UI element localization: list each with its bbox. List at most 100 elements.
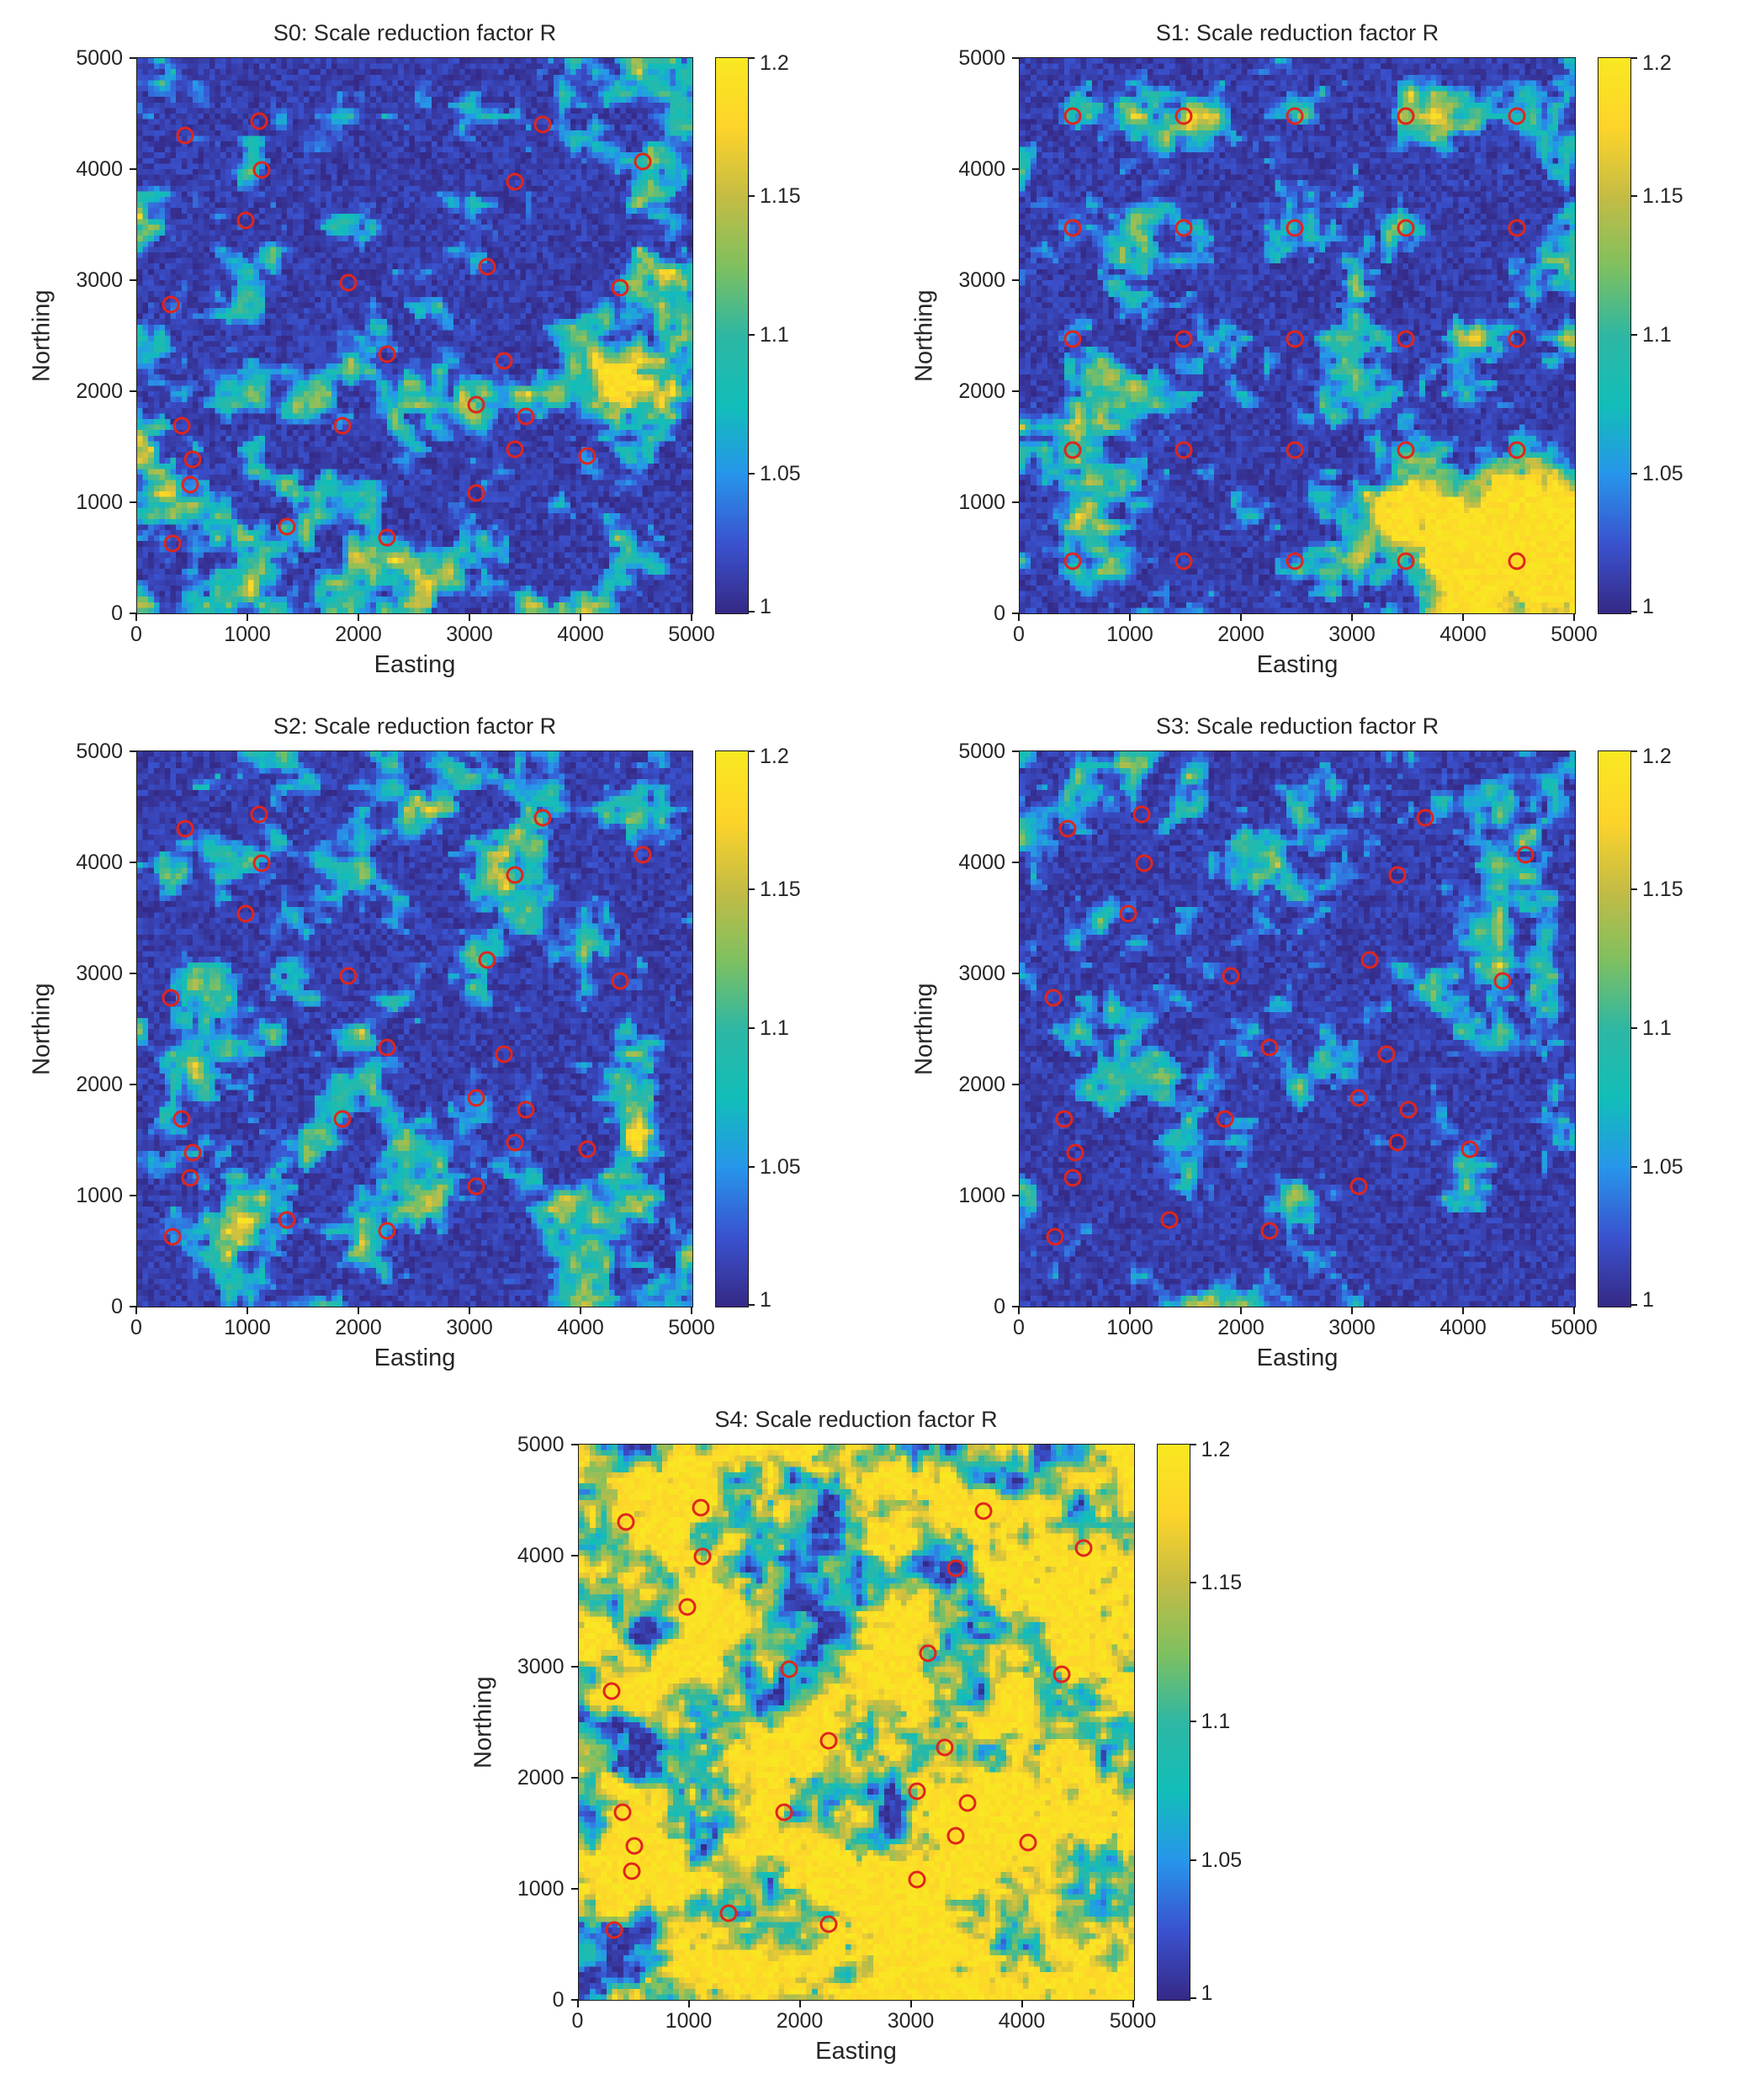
y-tick-label: 4000 <box>517 1544 565 1567</box>
y-tick-label: 3000 <box>76 962 123 985</box>
y-axis-label: Northing <box>28 289 56 382</box>
y-tick-mark <box>130 1306 136 1307</box>
y-tick-label: 5000 <box>958 46 1005 70</box>
x-tick-mark <box>798 2001 801 2007</box>
colorbar-tick-mark <box>1631 1304 1637 1306</box>
colorbar-tick-label: 1.15 <box>760 184 801 208</box>
colorbar: 1 1.05 1.1 1.15 1.2 <box>715 52 835 618</box>
panel-s4: S4: Scale reduction factor R Northing 0 1… <box>464 1400 1276 2075</box>
y-tick-mark <box>1012 57 1019 59</box>
colorbar-tick-label: 1.2 <box>760 745 789 768</box>
colorbar-tick-mark <box>749 1027 755 1029</box>
x-tick-mark <box>580 1307 581 1314</box>
heatmap-canvas <box>137 751 692 1307</box>
y-tick-mark <box>130 612 136 614</box>
colorbar-tick-mark <box>1190 1997 1196 1999</box>
colorbar-tick-mark <box>749 57 755 59</box>
x-tick-label: 0 <box>1013 1316 1025 1339</box>
colorbar-tick-label: 1.1 <box>760 323 789 347</box>
y-tick-label: 2000 <box>958 379 1005 403</box>
y-tick-mark <box>130 57 136 59</box>
y-tick-label: 1000 <box>517 1877 565 1901</box>
colorbar-tick-mark <box>1631 611 1637 612</box>
y-tick-label: 3000 <box>958 268 1005 292</box>
y-axis-label: Northing <box>910 983 938 1075</box>
y-tick-mark <box>1012 862 1019 863</box>
panel-title: S0: Scale reduction factor R <box>273 20 557 45</box>
y-tick-mark <box>130 168 136 170</box>
y-axis-ticks: 0 1000 2000 3000 4000 5000 <box>62 740 136 1318</box>
x-tick-mark <box>358 614 359 621</box>
x-tick-mark <box>580 614 581 621</box>
colorbar-tick-label: 1.05 <box>1201 1848 1243 1872</box>
x-tick-label: 3000 <box>1328 1316 1376 1339</box>
y-tick-mark <box>1012 750 1019 752</box>
y-tick-mark <box>130 279 136 281</box>
x-axis-ticks: 0 1000 2000 3000 4000 5000 <box>130 1307 715 1339</box>
y-tick-label: 1000 <box>76 1184 123 1207</box>
y-tick-mark <box>570 1555 578 1556</box>
y-tick-label: 5000 <box>517 1433 565 1456</box>
colorbar-tick-label: 1 <box>1201 1981 1213 2005</box>
y-tick-label: 1000 <box>76 491 123 514</box>
panel-title: S3: Scale reduction factor R <box>1155 713 1439 739</box>
x-tick-mark <box>1129 1307 1131 1314</box>
x-tick-mark <box>1129 614 1131 621</box>
x-tick-label: 1000 <box>224 1316 271 1339</box>
colorbar-tick-mark <box>1631 57 1637 59</box>
colorbar-tick-mark <box>749 195 755 197</box>
y-tick-label: 0 <box>552 1988 565 2012</box>
x-tick-mark <box>469 1307 470 1314</box>
y-tick-label: 1000 <box>958 491 1005 514</box>
x-tick-label: 3000 <box>1328 623 1376 646</box>
x-tick-mark <box>1018 1307 1020 1314</box>
colorbar-gradient <box>1156 1444 1190 2001</box>
colorbar-tick-label: 1 <box>760 595 771 618</box>
x-tick-label: 1000 <box>1106 623 1153 646</box>
panel-title: S1: Scale reduction factor R <box>1155 20 1439 45</box>
y-tick-label: 4000 <box>958 851 1005 874</box>
x-tick-label: 2000 <box>776 2009 824 2033</box>
x-tick-mark <box>1573 1307 1575 1314</box>
colorbar-tick-mark <box>1190 1721 1196 1722</box>
heatmap-plot <box>577 1444 1135 2001</box>
x-axis-ticks: 0 1000 2000 3000 4000 5000 <box>130 614 715 646</box>
x-tick-mark <box>691 614 692 621</box>
y-tick-mark <box>570 1888 578 1890</box>
y-tick-mark <box>1012 1306 1019 1307</box>
figure-row-2: S2: Scale reduction factor R Northing 0 1… <box>22 707 1717 1381</box>
colorbar-tick-mark <box>1631 473 1637 475</box>
y-tick-label: 3000 <box>958 962 1005 985</box>
colorbar-tick-mark <box>749 473 755 475</box>
x-tick-mark <box>1462 614 1464 621</box>
x-tick-label: 2000 <box>335 1316 382 1339</box>
colorbar-tick-mark <box>1631 334 1637 336</box>
colorbar-ticks: 1 1.05 1.1 1.15 1.2 <box>749 745 833 1311</box>
panel-s2: S2: Scale reduction factor R Northing 0 1… <box>22 707 835 1381</box>
x-tick-label: 0 <box>130 1316 142 1339</box>
x-tick-mark <box>1132 2001 1134 2007</box>
y-tick-mark <box>570 1444 578 1445</box>
x-tick-mark <box>1351 1307 1353 1314</box>
x-tick-label: 5000 <box>1551 623 1598 646</box>
colorbar-gradient <box>715 57 749 614</box>
x-tick-mark <box>687 2001 690 2007</box>
y-tick-mark <box>130 862 136 863</box>
x-tick-mark <box>358 1307 359 1314</box>
heatmap-plot <box>1019 57 1576 614</box>
x-tick-label: 0 <box>130 623 142 646</box>
colorbar-tick-label: 1 <box>1642 595 1654 618</box>
colorbar-tick-label: 1.2 <box>1642 745 1672 768</box>
x-tick-mark <box>1240 614 1242 621</box>
colorbar-tick-mark <box>749 750 755 752</box>
x-tick-label: 3000 <box>887 2009 935 2033</box>
y-tick-mark <box>1012 1195 1019 1196</box>
colorbar-tick-mark <box>749 1166 755 1168</box>
y-axis-label: Northing <box>910 289 938 382</box>
colorbar-tick-mark <box>1631 1166 1637 1168</box>
y-tick-mark <box>130 390 136 392</box>
heatmap-plot <box>136 750 693 1307</box>
colorbar-tick-mark <box>749 334 755 336</box>
colorbar-tick-mark <box>1631 888 1637 890</box>
heatmap-canvas <box>1020 751 1575 1307</box>
